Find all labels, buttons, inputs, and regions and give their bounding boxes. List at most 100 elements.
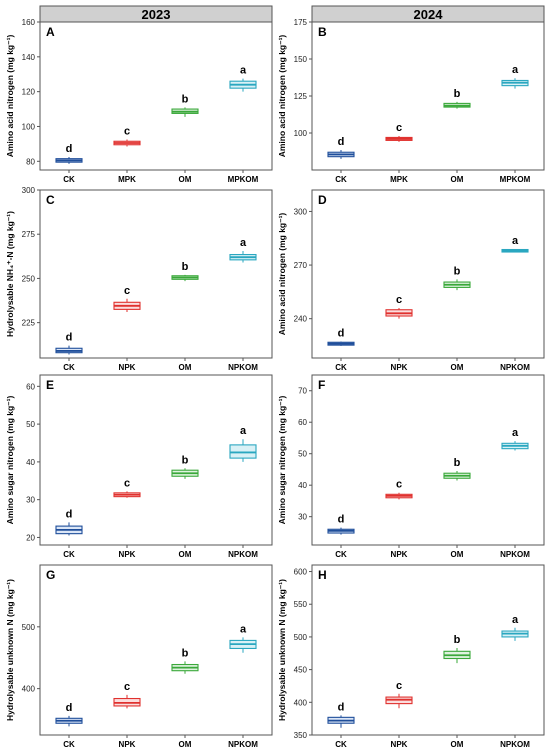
x-tick-label: NPKOM (228, 550, 258, 559)
y-tick-label: 100 (22, 122, 36, 131)
panel-frame (311, 374, 545, 546)
significance-letter: b (182, 93, 189, 105)
y-axis-label: Hydrolysable unknown N (mg kg⁻¹) (277, 579, 287, 721)
chart-panel-A: A 80 100 120 140 160 Amino acid nitrogen (mg k… (5, 18, 273, 184)
x-tick-label: CK (63, 550, 75, 559)
box-OM: b (443, 634, 471, 664)
y-tick-label: 60 (298, 418, 307, 427)
significance-letter: d (338, 328, 345, 340)
significance-letter: d (66, 702, 73, 714)
box-NPKOM: a (229, 237, 257, 263)
significance-letter: b (454, 88, 461, 100)
box-body (229, 444, 257, 459)
y-tick-label: 100 (294, 129, 308, 138)
significance-letter: a (240, 237, 247, 249)
box-CK: d (55, 332, 83, 355)
box-OM: b (171, 93, 199, 117)
y-tick-label: 40 (298, 481, 307, 490)
significance-letter: b (454, 634, 461, 646)
x-tick-label: NPKOM (500, 740, 530, 748)
chart-panel-G: G 400 500 Hydrolysable unknown N (mg kg⁻¹) d… (5, 564, 273, 749)
box-NPK: c (113, 681, 141, 709)
y-tick-label: 270 (294, 261, 308, 270)
y-tick-label: 40 (26, 458, 35, 467)
y-tick-label: 160 (22, 18, 36, 27)
x-tick-label: OM (179, 175, 192, 184)
panel-letter: A (46, 25, 55, 39)
box-CK: d (327, 328, 355, 346)
panel-frame (39, 189, 273, 359)
panel-letter: H (318, 568, 327, 582)
x-tick-label: MPKOM (228, 175, 259, 184)
y-axis-label: Amino acid nitrogen (mg kg⁻¹) (277, 35, 287, 158)
box-OM: b (443, 457, 471, 481)
y-axis-label: Amino acid nitrogen (mg kg⁻¹) (5, 35, 15, 158)
x-tick-label: OM (451, 175, 464, 184)
x-tick-label: CK (335, 550, 347, 559)
y-tick-label: 240 (294, 315, 308, 324)
x-tick-label: MPKOM (500, 175, 531, 184)
y-axis-label: Hydrolysable NH₄⁺-N (mg kg⁻¹) (5, 211, 15, 337)
box-OM: b (443, 265, 471, 291)
y-tick-label: 225 (22, 319, 36, 328)
y-axis-label: Amino sugar nitrogen (mg kg⁻¹) (277, 395, 287, 524)
y-tick-label: 500 (22, 623, 36, 632)
significance-letter: d (338, 701, 345, 713)
significance-letter: b (182, 261, 189, 273)
y-tick-label: 30 (298, 513, 307, 522)
chart-panel-B: B 100 125 150 175 Amino acid nitrogen (mg kg⁻… (277, 18, 545, 184)
y-tick-label: 150 (294, 55, 308, 64)
significance-letter: d (338, 136, 345, 148)
x-tick-label: NPK (391, 740, 408, 748)
significance-letter: d (66, 332, 73, 344)
box-OM: b (443, 88, 471, 109)
y-axis-label: Hydrolysable unknown N (mg kg⁻¹) (5, 579, 15, 721)
x-tick-label: OM (179, 740, 192, 748)
box-NPK: c (385, 680, 413, 709)
x-tick-label: NPKOM (500, 550, 530, 559)
box-OM: b (171, 454, 199, 479)
box-MPK: c (113, 126, 141, 147)
x-tick-label: NPK (119, 550, 136, 559)
x-tick-label: NPKOM (500, 363, 530, 372)
significance-letter: a (512, 64, 519, 76)
y-tick-label: 60 (26, 382, 35, 391)
significance-letter: c (124, 477, 130, 489)
year-strip-label: 2024 (414, 7, 444, 22)
panel-frame (39, 374, 273, 546)
significance-letter: a (240, 65, 247, 77)
box-CK: d (327, 136, 355, 159)
year-strip-2024: 2024 (311, 5, 545, 23)
box-NPKOM: a (229, 623, 257, 653)
y-tick-label: 350 (294, 731, 308, 740)
box-NPK: c (113, 477, 141, 498)
box-NPKOM: a (501, 427, 529, 451)
panel-frame (311, 21, 545, 171)
significance-letter: a (240, 425, 247, 437)
significance-letter: c (124, 285, 130, 297)
panels: A 80 100 120 140 160 Amino acid nitrogen (mg k… (5, 18, 545, 749)
y-tick-label: 550 (294, 600, 308, 609)
year-strip-label: 2023 (142, 7, 171, 22)
x-tick-label: CK (335, 740, 347, 748)
x-tick-label: NPK (391, 550, 408, 559)
box-OM: b (171, 261, 199, 282)
y-tick-label: 50 (298, 450, 307, 459)
box-CK: d (327, 514, 355, 535)
y-tick-label: 175 (294, 18, 308, 27)
panel-letter: E (46, 378, 54, 392)
y-tick-label: 600 (294, 568, 308, 577)
box-NPKOM: a (229, 425, 257, 462)
panel-frame (311, 564, 545, 736)
x-tick-label: MPK (390, 175, 408, 184)
x-tick-label: CK (63, 363, 75, 372)
box-NPKOM: a (501, 614, 529, 641)
significance-letter: c (124, 681, 130, 693)
box-CK: d (55, 143, 83, 164)
box-MPK: c (385, 122, 413, 142)
x-tick-label: OM (179, 550, 192, 559)
significance-letter: a (240, 623, 247, 635)
y-tick-label: 250 (22, 274, 36, 283)
